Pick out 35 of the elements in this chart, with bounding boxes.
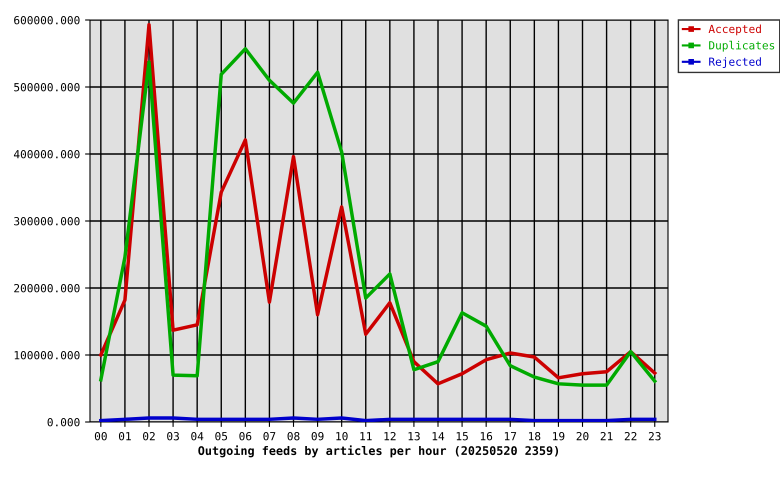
- x-tick-label: 07: [263, 432, 276, 440]
- y-tick-label: 500000.000: [14, 83, 80, 92]
- y-tick-label: 200000.000: [14, 284, 80, 292]
- x-tick-label: 08: [288, 432, 300, 440]
- legend-label: Rejected: [709, 57, 761, 68]
- x-tick-label: 19: [553, 432, 564, 440]
- x-axis-title: Outgoing feeds by articles per hour (20250520 2359): [198, 445, 558, 458]
- x-tick-label: 13: [408, 432, 420, 440]
- y-tick-label: 400000.000: [14, 150, 80, 158]
- x-tick-label: 01: [118, 432, 131, 440]
- y-tick-label: 0.000: [48, 418, 80, 426]
- x-tick-label: 00: [94, 432, 107, 440]
- x-tick-label: 15: [456, 432, 468, 440]
- x-tick-label: 23: [648, 432, 661, 440]
- x-tick-label: 06: [239, 432, 252, 440]
- x-tick-label: 09: [312, 432, 324, 440]
- x-tick-label: 12: [384, 432, 396, 440]
- x-tick-label: 18: [528, 432, 540, 440]
- x-tick-label: 14: [432, 432, 444, 440]
- y-tick-label: 300000.000: [14, 217, 80, 226]
- x-tick-label: 04: [191, 432, 204, 440]
- x-tick-label: 16: [480, 432, 492, 440]
- legend-label: Accepted: [708, 24, 761, 36]
- x-tick-label: 11: [360, 432, 372, 440]
- x-tick-label: 05: [215, 432, 228, 440]
- x-tick-label: 17: [504, 432, 516, 440]
- x-tick-label: 21: [600, 432, 613, 440]
- x-tick-label: 20: [576, 432, 588, 440]
- y-tick-label: 100000.000: [14, 351, 80, 360]
- y-tick-label: 600000.000: [14, 16, 80, 24]
- x-tick-label: 03: [167, 432, 179, 440]
- legend-label: Duplicates: [709, 40, 774, 52]
- x-tick-label: 22: [624, 432, 636, 440]
- x-tick-label: 10: [336, 432, 348, 440]
- x-tick-label: 02: [143, 432, 155, 440]
